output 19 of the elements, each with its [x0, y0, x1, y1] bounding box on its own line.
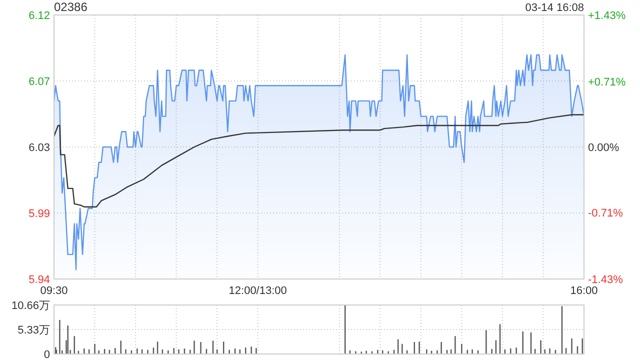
y2-tick-label: 0.00%	[588, 142, 620, 154]
y2-tick-label: -1.43%	[588, 274, 624, 286]
x-tick-label: 09:30	[40, 285, 68, 297]
y-tick-label: 5.33万	[18, 324, 50, 336]
x-tick-label: 12:00/13:00	[228, 285, 287, 297]
line-series	[53, 114, 585, 208]
text: 03-14 16:08	[525, 2, 584, 14]
y-tick-label: 6.07	[28, 76, 50, 88]
y-tick-label: 10.66万	[11, 300, 50, 312]
y2-tick-label: -0.71%	[588, 208, 624, 220]
y-tick-label: 0	[44, 349, 50, 360]
y-tick-label: 6.03	[28, 142, 50, 154]
x-tick-label: 16:00	[570, 285, 598, 297]
y2-tick-label: +0.71%	[588, 76, 626, 88]
y-tick-label: 5.99	[28, 208, 50, 220]
y-tick-label: 5.94	[28, 274, 50, 286]
y2-tick-label: +1.43%	[588, 10, 626, 22]
y-tick-label: 6.12	[28, 10, 50, 22]
chart-title: 02386	[54, 0, 88, 14]
